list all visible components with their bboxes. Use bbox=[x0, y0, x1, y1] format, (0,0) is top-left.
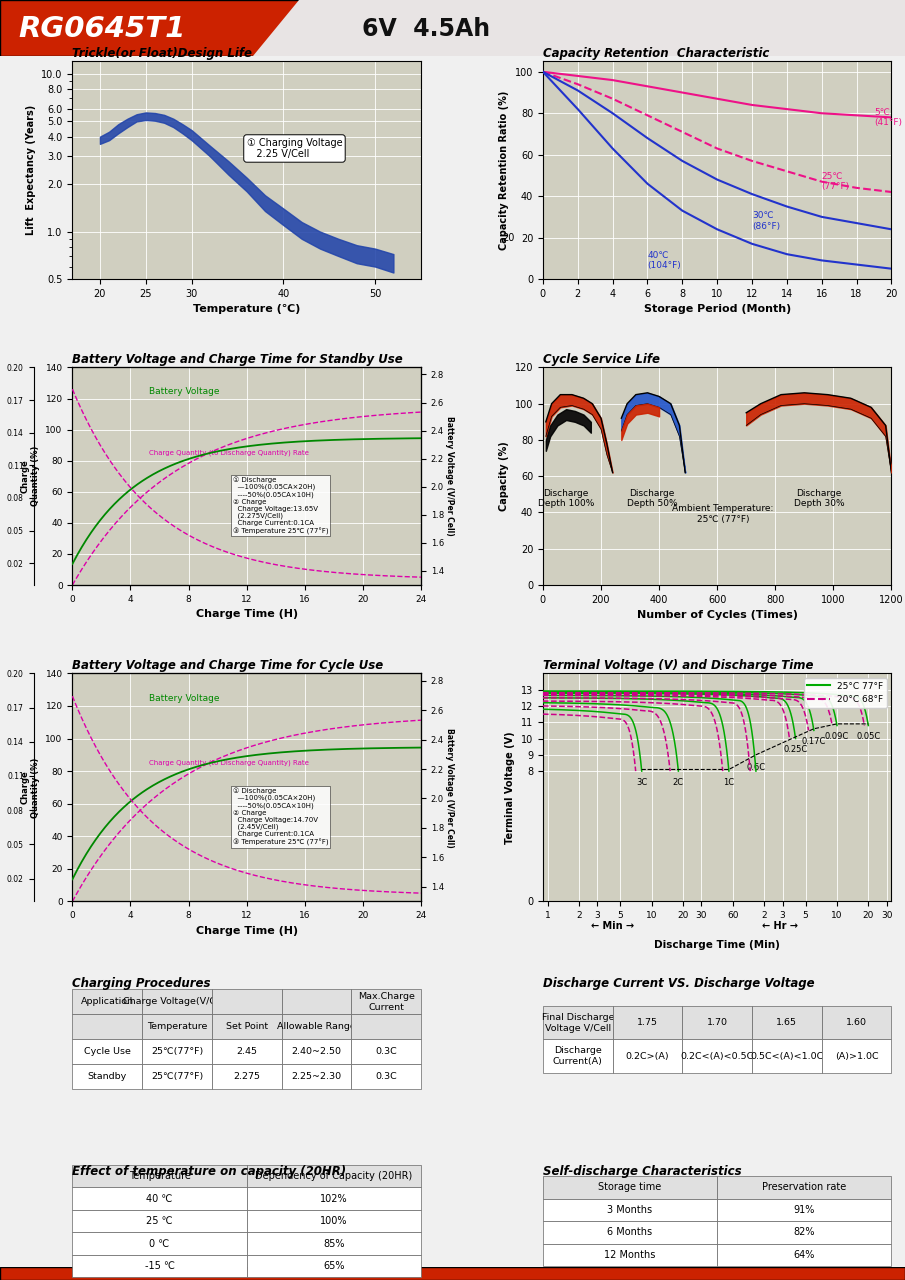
Text: Discharge
Depth 50%: Discharge Depth 50% bbox=[626, 489, 677, 508]
Y-axis label: Charge
Quantity (%): Charge Quantity (%) bbox=[21, 758, 40, 818]
Text: 0.09C: 0.09C bbox=[824, 732, 849, 741]
Y-axis label: Capacity Retention Ratio (%): Capacity Retention Ratio (%) bbox=[500, 91, 510, 250]
Text: Discharge
Depth 30%: Discharge Depth 30% bbox=[794, 489, 844, 508]
Polygon shape bbox=[253, 0, 905, 56]
Text: 3C: 3C bbox=[636, 778, 647, 787]
Text: Battery Voltage and Charge Time for Cycle Use: Battery Voltage and Charge Time for Cycl… bbox=[72, 659, 384, 672]
Text: Discharge
Depth 100%: Discharge Depth 100% bbox=[538, 489, 595, 508]
Y-axis label: Terminal Voltage (V): Terminal Voltage (V) bbox=[505, 731, 515, 844]
Text: Battery Voltage: Battery Voltage bbox=[149, 387, 220, 396]
FancyBboxPatch shape bbox=[0, 0, 905, 56]
Text: 25℃
(77°F): 25℃ (77°F) bbox=[822, 172, 850, 191]
Text: 20: 20 bbox=[502, 233, 515, 243]
Text: 6V  4.5Ah: 6V 4.5Ah bbox=[362, 18, 491, 41]
X-axis label: Number of Cycles (Times): Number of Cycles (Times) bbox=[636, 611, 797, 621]
Text: Battery Voltage: Battery Voltage bbox=[149, 694, 220, 703]
Text: Trickle(or Float)Design Life: Trickle(or Float)Design Life bbox=[72, 47, 252, 60]
Text: RG0645T1: RG0645T1 bbox=[18, 15, 186, 44]
Y-axis label: Charge
Current (CA): Charge Current (CA) bbox=[0, 449, 1, 503]
Y-axis label: Lift  Expectancy (Years): Lift Expectancy (Years) bbox=[25, 105, 35, 236]
Text: Self-discharge Characteristics: Self-discharge Characteristics bbox=[543, 1165, 741, 1178]
X-axis label: Charge Time (H): Charge Time (H) bbox=[195, 925, 298, 936]
Text: ① Charging Voltage
   2.25 V/Cell: ① Charging Voltage 2.25 V/Cell bbox=[247, 138, 342, 159]
Text: 0.6C: 0.6C bbox=[747, 763, 766, 772]
Text: Ambient Temperature:
25℃ (77°F): Ambient Temperature: 25℃ (77°F) bbox=[672, 504, 774, 524]
Y-axis label: Charge
Quantity (%): Charge Quantity (%) bbox=[21, 445, 40, 507]
Y-axis label: Battery Voltage (V/Per Cell): Battery Voltage (V/Per Cell) bbox=[444, 727, 453, 847]
X-axis label: Discharge Time (Min): Discharge Time (Min) bbox=[654, 940, 780, 950]
Text: 0.05C: 0.05C bbox=[856, 732, 881, 741]
Y-axis label: Capacity (%): Capacity (%) bbox=[500, 442, 510, 511]
Text: Charge Quantity (to Discharge Quantity) Rate: Charge Quantity (to Discharge Quantity) … bbox=[149, 449, 309, 456]
Text: ① Discharge
  —100%(0.05CA×20H)
  ----50%(0.05CA×10H)
② Charge
  Charge Voltage:: ① Discharge —100%(0.05CA×20H) ----50%(0.… bbox=[233, 787, 329, 846]
X-axis label: Storage Period (Month): Storage Period (Month) bbox=[643, 305, 791, 315]
Text: Capacity Retention  Characteristic: Capacity Retention Characteristic bbox=[543, 47, 769, 60]
Text: Battery Voltage and Charge Time for Standby Use: Battery Voltage and Charge Time for Stan… bbox=[72, 353, 403, 366]
FancyBboxPatch shape bbox=[0, 1267, 905, 1280]
Text: Charging Procedures: Charging Procedures bbox=[72, 977, 211, 989]
Text: ① Discharge
  —100%(0.05CA×20H)
  ----50%(0.05CA×10H)
② Charge
  Charge Voltage:: ① Discharge —100%(0.05CA×20H) ----50%(0.… bbox=[233, 476, 329, 535]
Text: 30℃
(86°F): 30℃ (86°F) bbox=[752, 211, 780, 230]
Text: Charge Quantity (to Discharge Quantity) Rate: Charge Quantity (to Discharge Quantity) … bbox=[149, 759, 309, 767]
Text: ← Min →: ← Min → bbox=[591, 920, 634, 931]
Y-axis label: Charge
Current (CA): Charge Current (CA) bbox=[0, 760, 1, 814]
Text: 5℃
(41°F): 5℃ (41°F) bbox=[874, 108, 902, 127]
X-axis label: Temperature (℃): Temperature (℃) bbox=[193, 305, 300, 315]
Text: 0.17C: 0.17C bbox=[802, 737, 826, 746]
Y-axis label: Battery Voltage (V/Per Cell): Battery Voltage (V/Per Cell) bbox=[444, 416, 453, 536]
Legend: 25°C 77°F, 20°C 68°F: 25°C 77°F, 20°C 68°F bbox=[804, 678, 887, 708]
Text: Cycle Service Life: Cycle Service Life bbox=[543, 353, 660, 366]
Text: ← Hr →: ← Hr → bbox=[762, 920, 798, 931]
Text: 0.25C: 0.25C bbox=[784, 745, 807, 754]
Text: Effect of temperature on capacity (20HR): Effect of temperature on capacity (20HR) bbox=[72, 1165, 347, 1178]
Text: 40℃
(104°F): 40℃ (104°F) bbox=[647, 251, 681, 270]
X-axis label: Charge Time (H): Charge Time (H) bbox=[195, 609, 298, 620]
Text: Discharge Current VS. Discharge Voltage: Discharge Current VS. Discharge Voltage bbox=[543, 977, 814, 989]
Text: 1C: 1C bbox=[723, 778, 735, 787]
Text: Terminal Voltage (V) and Discharge Time: Terminal Voltage (V) and Discharge Time bbox=[543, 659, 814, 672]
Text: 2C: 2C bbox=[672, 778, 684, 787]
